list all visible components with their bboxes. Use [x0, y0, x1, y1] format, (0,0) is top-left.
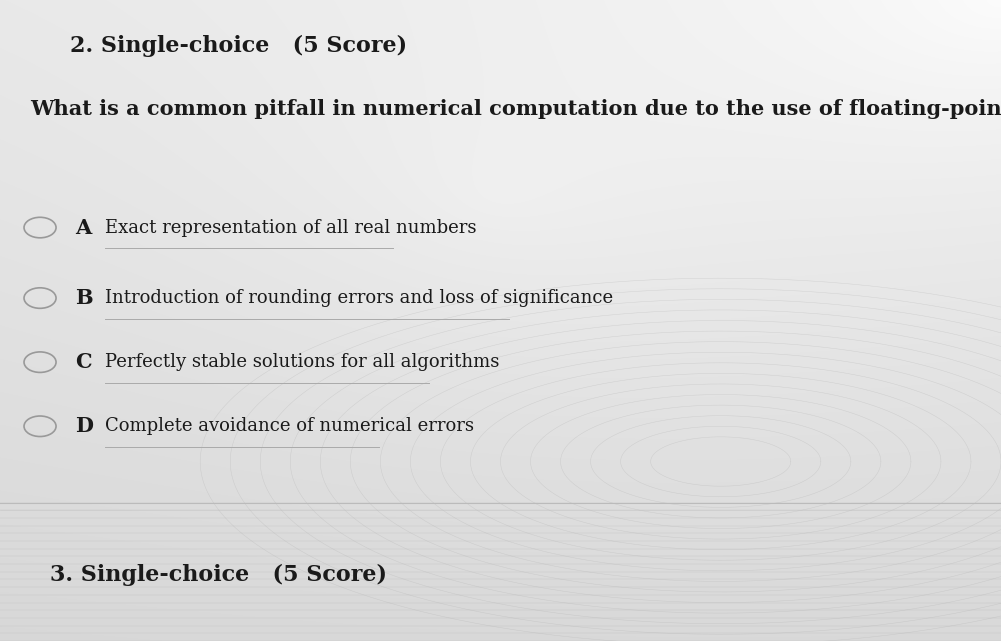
Text: D: D [75, 416, 93, 437]
Text: What is a common pitfall in numerical computation due to the use of floating-poi: What is a common pitfall in numerical co… [30, 99, 1001, 119]
Text: Perfectly stable solutions for all algorithms: Perfectly stable solutions for all algor… [105, 353, 499, 371]
Text: Introduction of rounding errors and loss of significance: Introduction of rounding errors and loss… [105, 289, 614, 307]
Text: B: B [75, 288, 93, 308]
Text: Complete avoidance of numerical errors: Complete avoidance of numerical errors [105, 417, 474, 435]
Text: C: C [75, 352, 92, 372]
Text: Exact representation of all real numbers: Exact representation of all real numbers [105, 219, 476, 237]
Text: 3. Single-choice   (5 Score): 3. Single-choice (5 Score) [50, 564, 387, 586]
Text: 2. Single-choice   (5 Score): 2. Single-choice (5 Score) [70, 35, 407, 57]
Text: A: A [75, 217, 91, 238]
